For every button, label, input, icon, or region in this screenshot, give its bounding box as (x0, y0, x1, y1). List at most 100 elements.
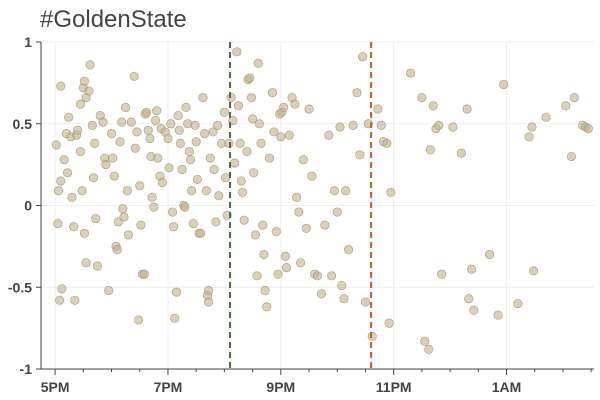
data-point (236, 176, 246, 186)
data-point (117, 117, 127, 127)
data-point (304, 104, 314, 114)
data-point (130, 143, 140, 153)
data-point (136, 220, 146, 230)
data-point (134, 315, 144, 325)
y-tick-label: -0.5 (8, 279, 32, 295)
data-point (173, 110, 183, 121)
data-point (90, 138, 100, 148)
data-point (424, 344, 434, 354)
data-point (341, 186, 351, 196)
data-point (201, 186, 211, 196)
data-point (583, 124, 593, 134)
data-point (106, 128, 117, 139)
data-point (242, 146, 252, 157)
data-point (295, 258, 306, 268)
data-point (469, 305, 479, 315)
data-point (141, 107, 152, 117)
data-point (101, 160, 111, 170)
data-point (170, 313, 180, 323)
y-tick-label: 0 (24, 198, 32, 214)
data-point (51, 140, 61, 150)
data-point (135, 181, 145, 191)
data-point (203, 285, 214, 296)
data-point (269, 127, 279, 137)
data-point (320, 220, 330, 230)
data-point (264, 153, 275, 163)
data-point (150, 115, 161, 126)
data-point (203, 297, 214, 307)
data-point (181, 102, 191, 113)
data-point (200, 128, 210, 139)
data-point (256, 138, 266, 148)
data-point (279, 102, 289, 113)
x-tick-label: 1AM (492, 379, 522, 395)
data-point (229, 158, 240, 168)
data-point (184, 146, 195, 157)
data-point (250, 230, 261, 240)
data-point (355, 150, 365, 160)
data-point (75, 99, 86, 109)
data-point (569, 92, 579, 103)
data-point (211, 217, 221, 227)
data-point (290, 99, 300, 109)
data-point (91, 213, 101, 224)
data-point (337, 281, 347, 291)
data-point (115, 137, 125, 147)
data-point (57, 284, 67, 294)
data-point (499, 79, 509, 90)
data-point (249, 168, 259, 178)
data-point (70, 295, 80, 305)
data-point (417, 92, 427, 103)
data-point (456, 148, 466, 158)
data-point (253, 58, 263, 68)
data-point (77, 186, 87, 196)
data-point (166, 119, 176, 129)
data-point (324, 130, 334, 140)
data-point (245, 73, 255, 83)
data-point (79, 76, 90, 86)
data-point (53, 218, 63, 229)
data-point (180, 202, 190, 212)
data-point (55, 295, 65, 305)
data-point (98, 117, 108, 127)
data-point (235, 138, 245, 148)
data-point (174, 125, 184, 135)
data-point (348, 120, 358, 130)
data-point (220, 173, 231, 183)
data-point (343, 245, 354, 255)
data-point (406, 68, 416, 78)
chart-title: #GoldenState (40, 6, 187, 33)
data-point (198, 92, 208, 103)
data-point (84, 86, 94, 96)
data-point (448, 122, 458, 132)
data-point (157, 178, 167, 188)
x-tick-label: 9PM (266, 379, 295, 395)
data-point (118, 204, 128, 214)
data-point (339, 294, 349, 304)
data-point (112, 245, 122, 255)
data-point (205, 153, 215, 163)
x-tick-label: 7PM (154, 379, 183, 395)
data-point (280, 251, 290, 261)
data-point (67, 192, 77, 202)
data-point (62, 168, 73, 178)
data-point (104, 285, 114, 296)
data-point (149, 202, 159, 212)
data-point (485, 249, 495, 260)
data-point (259, 249, 269, 260)
data-point (260, 285, 270, 296)
data-point (292, 192, 302, 202)
data-point (224, 138, 234, 148)
data-point (167, 207, 178, 217)
data-point (81, 258, 91, 268)
data-point (312, 271, 323, 281)
data-point (163, 133, 173, 144)
data-point (147, 192, 157, 202)
data-point (59, 155, 69, 165)
data-point (219, 107, 229, 117)
data-point (466, 264, 477, 274)
data-point (529, 266, 539, 276)
data-point (258, 220, 268, 230)
